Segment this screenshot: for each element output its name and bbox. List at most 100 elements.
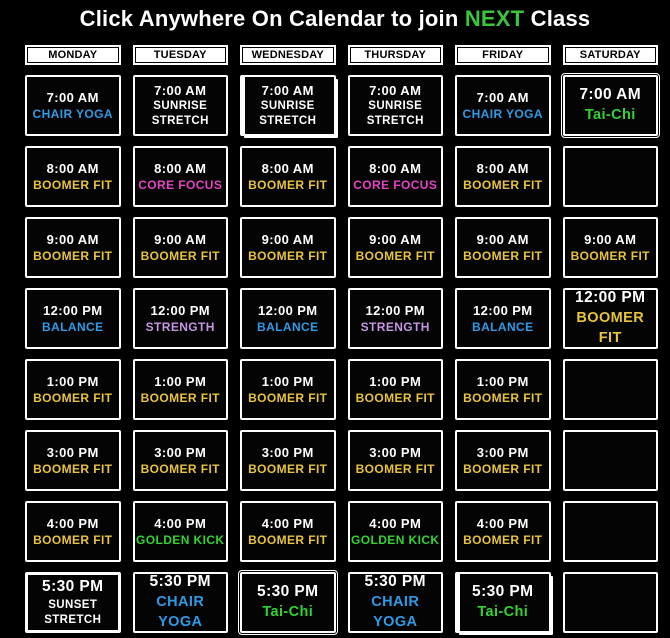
cell-monday-8-00-am[interactable]: 8:00 AM BOOMER FIT: [25, 146, 121, 207]
class-time: 12:00 PM: [575, 289, 646, 307]
cell-wednesday-3-00-pm[interactable]: 3:00 PM BOOMER FIT: [240, 430, 336, 491]
cell-tuesday-1-00-pm[interactable]: 1:00 PM BOOMER FIT: [132, 359, 228, 420]
cell-saturday-7-00-am[interactable]: 7:00 AM Tai-Chi: [560, 72, 661, 139]
class-name: BOOMER FIT: [248, 462, 328, 477]
class-time: 12:00 PM: [472, 302, 533, 318]
class-time: 1:00 PM: [154, 373, 207, 389]
class-name: CHAIR YOGA: [371, 594, 420, 630]
cell-tuesday-5-30-pm[interactable]: 5:30 PM CHAIR YOGA: [132, 572, 228, 633]
cell-thursday-7-00-am[interactable]: 7:00 AM SUNRISE STRETCH: [347, 75, 443, 136]
class-name: BOOMER FIT: [33, 249, 113, 264]
class-name: SUNRISE: [368, 100, 423, 113]
cell-friday-9-00-am[interactable]: 9:00 AM BOOMER FIT: [455, 217, 551, 278]
cell-friday-7-00-am[interactable]: 7:00 AM CHAIR YOGA: [455, 75, 551, 136]
class-name: Tai-Chi: [584, 107, 636, 124]
cell-tuesday-12-00-pm[interactable]: 12:00 PM STRENGTH: [132, 288, 228, 349]
cell-wednesday-1-00-pm[interactable]: 1:00 PM BOOMER FIT: [240, 359, 336, 420]
class-time: 5:30 PM: [149, 573, 211, 591]
class-time: 3:00 PM: [369, 444, 422, 460]
class-name: BOOMER FIT: [355, 249, 435, 264]
class-time: 3:00 PM: [261, 444, 314, 460]
cell-wednesday-9-00-am[interactable]: 9:00 AM BOOMER FIT: [240, 217, 336, 278]
class-time: 7:00 AM: [369, 82, 422, 98]
cell-wednesday-8-00-am[interactable]: 8:00 AM BOOMER FIT: [240, 146, 336, 207]
class-name: BALANCE: [472, 320, 534, 335]
class-name: BOOMER FIT: [463, 249, 543, 264]
cell-wednesday-12-00-pm[interactable]: 12:00 PM BALANCE: [240, 288, 336, 349]
class-time: 8:00 AM: [369, 160, 422, 176]
class-calendar[interactable]: MONDAY TUESDAY WEDNESDAY THURSDAY FRIDAY SATU…: [25, 45, 661, 636]
class-name: BALANCE: [42, 320, 104, 335]
class-name: BOOMER FIT: [355, 391, 435, 406]
day-header-thursday: THURSDAY: [347, 45, 443, 65]
cell-saturday-empty[interactable]: [562, 572, 658, 633]
class-name: STRETCH: [366, 115, 424, 128]
class-name: CORE FOCUS: [353, 178, 438, 193]
class-name: BOOMER FIT: [33, 533, 113, 548]
class-time: 7:00 AM: [154, 82, 207, 98]
class-name: BOOMER FIT: [33, 462, 113, 477]
cell-monday-1-00-pm[interactable]: 1:00 PM BOOMER FIT: [25, 359, 121, 420]
cell-thursday-12-00-pm[interactable]: 12:00 PM STRENGTH: [347, 288, 443, 349]
title-suffix: Class: [524, 6, 591, 31]
cell-friday-4-00-pm[interactable]: 4:00 PM BOOMER FIT: [455, 501, 551, 562]
class-name: CHAIR YOGA: [156, 594, 205, 630]
cell-monday-12-00-pm[interactable]: 12:00 PM BALANCE: [25, 288, 121, 349]
day-header-tuesday: TUESDAY: [132, 45, 228, 65]
cell-tuesday-4-00-pm[interactable]: 4:00 PM GOLDEN KICK: [132, 501, 228, 562]
class-time: 12:00 PM: [257, 302, 318, 318]
class-time: 8:00 AM: [154, 160, 207, 176]
cell-friday-3-00-pm[interactable]: 3:00 PM BOOMER FIT: [455, 430, 551, 491]
cell-friday-1-00-pm[interactable]: 1:00 PM BOOMER FIT: [455, 359, 551, 420]
class-name: BOOMER FIT: [140, 249, 220, 264]
title-text: Click Anywhere On Calendar to join: [79, 6, 465, 31]
cell-saturday-empty[interactable]: [562, 359, 658, 420]
cell-tuesday-3-00-pm[interactable]: 3:00 PM BOOMER FIT: [132, 430, 228, 491]
cell-wednesday-5-30-pm[interactable]: 5:30 PM Tai-Chi: [237, 569, 338, 636]
day-header-monday: MONDAY: [25, 45, 121, 65]
cell-monday-7-00-am[interactable]: 7:00 AM CHAIR YOGA: [25, 75, 121, 136]
class-time: 9:00 AM: [369, 231, 422, 247]
class-time: 12:00 PM: [365, 302, 426, 318]
cell-thursday-1-00-pm[interactable]: 1:00 PM BOOMER FIT: [347, 359, 443, 420]
class-time: 1:00 PM: [476, 373, 529, 389]
cell-friday-12-00-pm[interactable]: 12:00 PM BALANCE: [455, 288, 551, 349]
class-name: SUNRISE: [153, 100, 208, 113]
cell-monday-4-00-pm[interactable]: 4:00 PM BOOMER FIT: [25, 501, 121, 562]
cell-saturday-empty[interactable]: [562, 430, 658, 491]
class-name: BOOMER FIT: [140, 462, 220, 477]
cell-thursday-3-00-pm[interactable]: 3:00 PM BOOMER FIT: [347, 430, 443, 491]
class-name: STRETCH: [259, 115, 317, 128]
class-time: 3:00 PM: [154, 444, 207, 460]
cell-wednesday-7-00-am[interactable]: 7:00 AM SUNRISE STRETCH: [240, 75, 336, 136]
class-name: CORE FOCUS: [138, 178, 223, 193]
cell-thursday-8-00-am[interactable]: 8:00 AM CORE FOCUS: [347, 146, 443, 207]
class-time: 12:00 PM: [150, 302, 211, 318]
class-name: CHAIR YOGA: [462, 107, 543, 122]
day-header-friday: FRIDAY: [455, 45, 551, 65]
class-name: BOOMER FIT: [570, 249, 650, 264]
cell-thursday-4-00-pm[interactable]: 4:00 PM GOLDEN KICK: [347, 501, 443, 562]
class-name: BOOMER FIT: [576, 310, 645, 346]
cell-saturday-9-00-am[interactable]: 9:00 AM BOOMER FIT: [562, 217, 658, 278]
cell-saturday-empty[interactable]: [562, 146, 658, 207]
class-time: 9:00 AM: [261, 231, 314, 247]
cell-wednesday-4-00-pm[interactable]: 4:00 PM BOOMER FIT: [240, 501, 336, 562]
cell-tuesday-9-00-am[interactable]: 9:00 AM BOOMER FIT: [132, 217, 228, 278]
cell-monday-9-00-am[interactable]: 9:00 AM BOOMER FIT: [25, 217, 121, 278]
cell-tuesday-8-00-am[interactable]: 8:00 AM CORE FOCUS: [132, 146, 228, 207]
cell-thursday-9-00-am[interactable]: 9:00 AM BOOMER FIT: [347, 217, 443, 278]
class-time: 9:00 AM: [154, 231, 207, 247]
class-name: BOOMER FIT: [248, 178, 328, 193]
class-name: BOOMER FIT: [463, 533, 543, 548]
cell-monday-5-30-pm[interactable]: 5:30 PM SUNSET STRETCH: [25, 572, 121, 633]
cell-saturday-12-00-pm[interactable]: 12:00 PM BOOMER FIT: [562, 288, 658, 349]
cell-friday-5-30-pm[interactable]: 5:30 PM Tai-Chi: [455, 572, 551, 633]
cell-saturday-empty[interactable]: [562, 501, 658, 562]
cell-thursday-5-30-pm[interactable]: 5:30 PM CHAIR YOGA: [347, 572, 443, 633]
cell-monday-3-00-pm[interactable]: 3:00 PM BOOMER FIT: [25, 430, 121, 491]
cell-friday-8-00-am[interactable]: 8:00 AM BOOMER FIT: [455, 146, 551, 207]
class-time: 7:00 AM: [476, 89, 529, 105]
class-name: STRETCH: [151, 115, 209, 128]
cell-tuesday-7-00-am[interactable]: 7:00 AM SUNRISE STRETCH: [132, 75, 228, 136]
